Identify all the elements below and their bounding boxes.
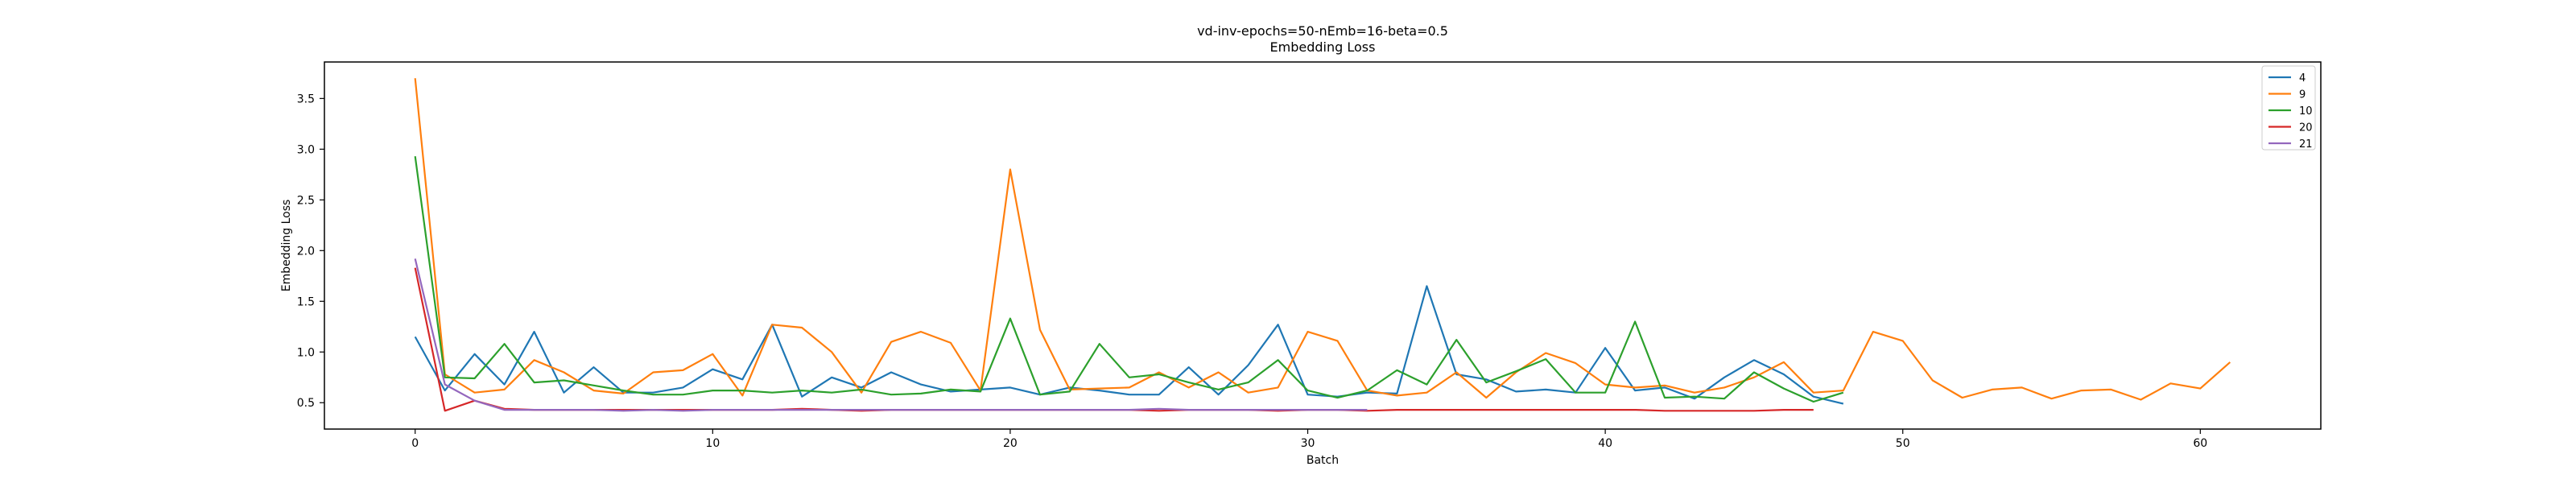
series-line-21 [414, 258, 1368, 412]
series-line-10 [414, 155, 1844, 403]
x-tick-label: 40 [1598, 437, 1612, 450]
x-tick-label: 50 [1896, 437, 1910, 450]
y-tick-label: 3.5 [297, 93, 315, 105]
y-tick-label: 1.0 [297, 346, 315, 359]
x-tick-label: 30 [1301, 437, 1315, 450]
chart-title: vd-inv-epochs=50-nEmb=16-beta=0.5 [1197, 23, 1448, 39]
y-tick-label: 3.0 [297, 143, 315, 156]
legend-label-20: 20 [2299, 122, 2313, 134]
y-tick-label: 0.5 [297, 397, 315, 410]
chart-subtitle: Embedding Loss [1270, 39, 1376, 55]
x-axis: 0 10 20 30 40 50 60 [411, 429, 2207, 450]
plot-area-frame [324, 61, 2322, 430]
y-axis: 0.5 1.0 1.5 2.0 2.5 3.0 3.5 [297, 93, 324, 410]
legend-box [2261, 65, 2316, 151]
x-tick-label: 20 [1003, 437, 1018, 450]
y-tick-label: 2.5 [297, 194, 315, 207]
series-line-4 [414, 285, 1844, 405]
y-axis-label: Embedding Loss [280, 200, 293, 292]
series-lines [414, 78, 2231, 412]
series-line-20 [414, 267, 1814, 412]
series-line-9 [414, 78, 2231, 401]
x-tick-label: 60 [2193, 437, 2207, 450]
chart-title-group: vd-inv-epochs=50-nEmb=16-beta=0.5 Embedd… [1197, 23, 1448, 55]
y-tick-label: 2.0 [297, 245, 315, 258]
x-tick-label: 0 [411, 437, 419, 450]
legend: 4 9 10 20 21 [2261, 65, 2316, 151]
x-axis-label: Batch [1307, 454, 1339, 467]
legend-label-4: 4 [2299, 72, 2306, 85]
legend-label-10: 10 [2299, 105, 2313, 118]
legend-label-21: 21 [2299, 138, 2313, 151]
x-tick-label: 10 [705, 437, 720, 450]
y-tick-label: 1.5 [297, 295, 315, 308]
legend-label-9: 9 [2299, 89, 2306, 101]
